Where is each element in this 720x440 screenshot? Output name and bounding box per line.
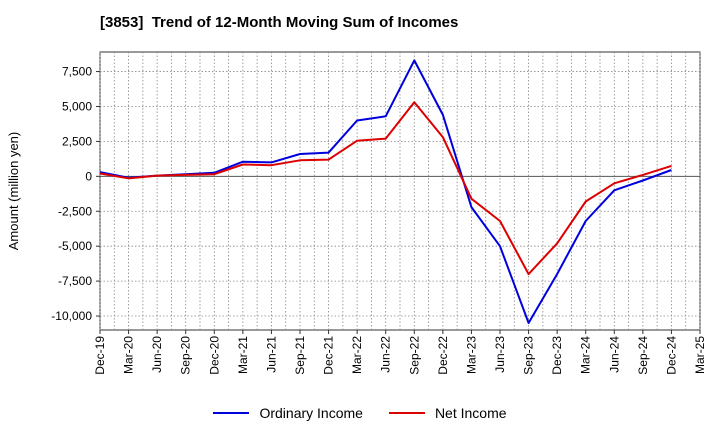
x-tick-label: Dec-19 — [93, 336, 107, 375]
y-tick-label: 2,500 — [62, 134, 92, 148]
x-tick-labels: Dec-19 Mar-20 Jun-20 Sep-20 Dec-20 Mar-21 Jun-… — [93, 330, 707, 375]
x-tick-label: Dec-22 — [436, 336, 450, 375]
x-tick-label: Mar-20 — [122, 336, 136, 374]
x-tick-label: Dec-24 — [664, 336, 678, 375]
x-tick-label: Jun-21 — [264, 336, 278, 373]
x-tick-label: Jun-24 — [607, 336, 621, 373]
series-line-net-income — [99, 101, 672, 276]
series-layer — [99, 59, 672, 324]
y-axis-label: Amount (million yen) — [6, 132, 21, 251]
legend-label-net-income: Net Income — [434, 405, 507, 421]
y-tick-label: -10,000 — [51, 309, 92, 323]
x-tick-label: Mar-25 — [693, 336, 707, 374]
legend-label-ordinary-income: Ordinary Income — [259, 405, 363, 421]
x-tick-label: Sep-22 — [407, 336, 421, 375]
x-tick-label: Jun-22 — [379, 336, 393, 373]
x-tick-label: Sep-20 — [179, 336, 193, 375]
y-tick-labels: 7,500 5,000 2,500 0 -2,500 -5,000 -7,500 -10,00… — [51, 65, 100, 323]
x-tick-label: Sep-21 — [293, 336, 307, 375]
x-tick-label: Jun-23 — [493, 336, 507, 373]
y-tick-label: 0 — [85, 169, 92, 183]
x-tick-label: Dec-20 — [207, 336, 221, 375]
grid — [99, 52, 701, 330]
legend-swatch-ordinary-income — [213, 412, 250, 414]
x-tick-label: Dec-23 — [550, 336, 564, 375]
legend: Ordinary Income Net Income — [0, 405, 720, 421]
y-tick-label: 5,000 — [62, 99, 92, 113]
x-tick-label: Mar-22 — [350, 336, 364, 374]
x-tick-label: Sep-23 — [522, 336, 536, 375]
x-tick-label: Mar-23 — [464, 336, 478, 374]
legend-item-ordinary-income: Ordinary Income — [213, 405, 363, 421]
legend-swatch-net-income — [388, 412, 425, 414]
x-tick-label: Mar-21 — [236, 336, 250, 374]
x-tick-label: Sep-24 — [636, 336, 650, 375]
chart-title: [3853] Trend of 12-Month Moving Sum of I… — [100, 14, 459, 31]
x-tick-label: Mar-24 — [579, 336, 593, 374]
x-tick-label: Jun-20 — [150, 336, 164, 373]
y-tick-label: -5,000 — [58, 239, 92, 253]
y-tick-label: -2,500 — [58, 204, 92, 218]
x-tick-label: Dec-21 — [322, 336, 336, 375]
plot-area — [99, 51, 701, 331]
legend-item-net-income: Net Income — [388, 405, 507, 421]
y-tick-label: -7,500 — [58, 274, 92, 288]
y-tick-label: 7,500 — [62, 65, 92, 79]
